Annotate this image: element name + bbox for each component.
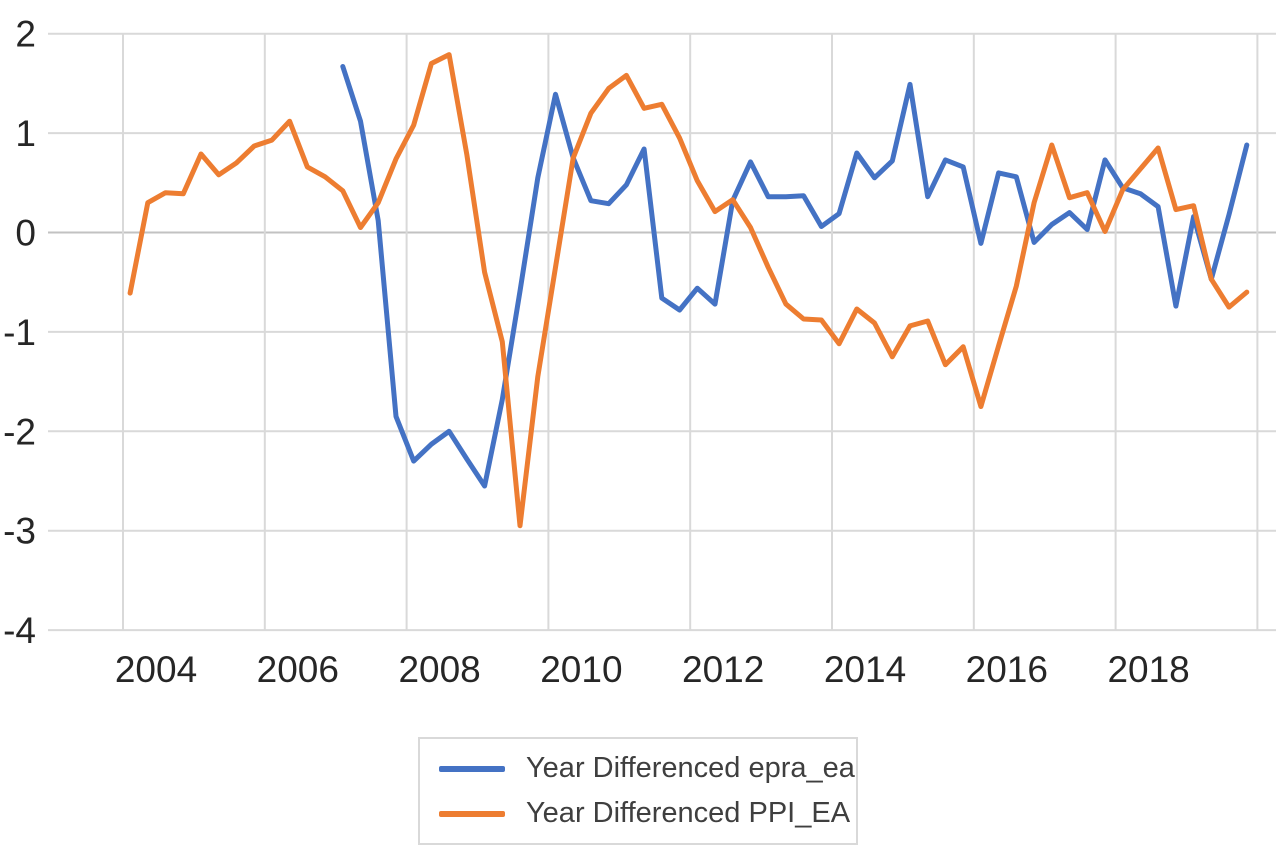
x-tick-label: 2018 [1107, 649, 1189, 690]
legend: Year Differenced epra_ea Year Difference… [418, 737, 858, 845]
y-tick-label: -2 [3, 411, 36, 452]
gridlines-group [48, 32, 1276, 632]
x-axis-tick-labels: 2004 2006 2008 2010 2012 2014 2016 2018 [115, 649, 1190, 690]
legend-line-swatch-blue [439, 765, 505, 772]
x-tick-label: 2004 [115, 649, 197, 690]
legend-item-ppi-ea: Year Differenced PPI_EA [439, 797, 856, 829]
y-tick-label: 0 [15, 213, 36, 254]
legend-label-epra-ea: Year Differenced epra_ea [526, 752, 855, 784]
x-tick-label: 2016 [966, 649, 1048, 690]
y-axis-tick-labels: 2 1 0 -1 -2 -3 -4 [3, 14, 36, 651]
series-line-ppi-ea [127, 52, 1250, 529]
y-tick-label: -3 [3, 511, 36, 552]
y-tick-label: 1 [15, 113, 36, 154]
legend-line-swatch-orange [439, 810, 505, 817]
series-lines-group [127, 52, 1250, 529]
x-tick-label: 2006 [257, 649, 339, 690]
x-tick-label: 2008 [398, 649, 480, 690]
legend-item-epra-ea: Year Differenced epra_ea [439, 752, 856, 784]
y-tick-label: -4 [3, 610, 36, 651]
x-tick-label: 2010 [540, 649, 622, 690]
x-tick-label: 2012 [682, 649, 764, 690]
series-line-epra-ea [340, 64, 1250, 489]
y-tick-label: 2 [15, 14, 36, 55]
y-tick-label: -1 [3, 312, 36, 353]
x-tick-label: 2014 [824, 649, 906, 690]
legend-label-ppi-ea: Year Differenced PPI_EA [526, 797, 851, 829]
